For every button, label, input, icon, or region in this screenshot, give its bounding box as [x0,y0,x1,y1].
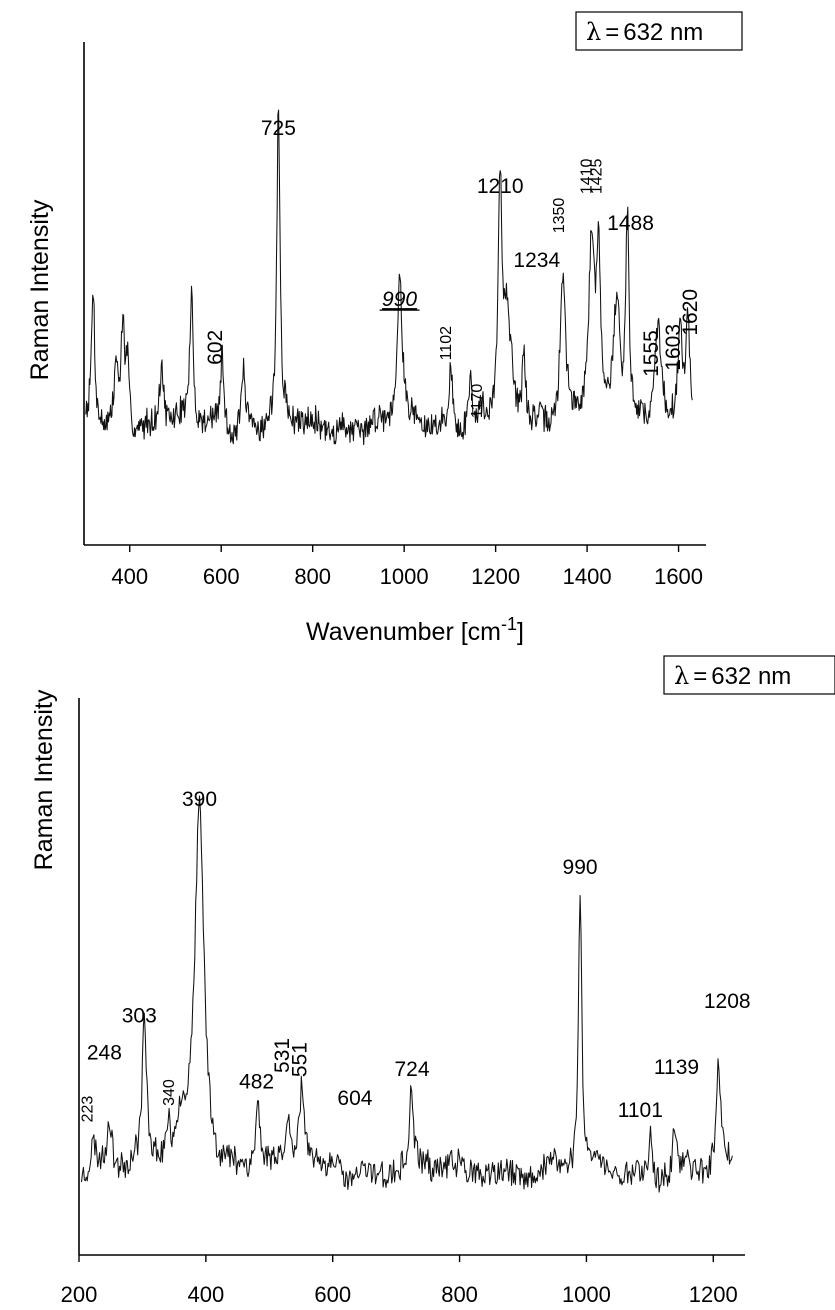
x-tick-label: 800 [294,564,331,589]
y-axis-label: Raman Intensity [30,689,58,870]
x-axis-label-bracket: ] [517,618,524,646]
peak-label: 390 [182,788,217,811]
peak-label: 602 [204,330,227,365]
wavelength-box [575,11,743,51]
peak-label: 1210 [477,175,524,198]
x-tick-label: 600 [203,564,240,589]
spectrum-line-2 [80,795,733,1193]
peak-label: 303 [122,1004,157,1027]
x-axis-label-superscript: -1 [501,614,517,634]
peak-label: 1425 [589,158,606,194]
y-axis-label: Raman Intensity [26,199,54,380]
peak-label: 248 [87,1042,122,1065]
peak-label: 531 [271,1038,294,1073]
peak-label: 1350 [551,198,568,234]
x-tick-label: 1000 [562,1282,611,1307]
peak-label: 724 [394,1058,429,1081]
x-tick-label: 1000 [380,564,429,589]
peak-label: 1101 [618,1099,663,1122]
peak-label: 1620 [679,289,702,336]
peak-label: 1170 [469,384,486,419]
peak-label: 551 [289,1042,312,1077]
peak-label: 1139 [654,1056,699,1079]
x-tick-label: 1400 [563,564,612,589]
wavelength-label: λ = 632 nm [586,18,703,46]
lambda-symbol: λ [674,662,689,690]
peak-label: 1410 [579,158,596,194]
peak-label: 340 [161,1079,178,1106]
chart-panel-1: 400 600 800 1000 1200 1400 1600 Raman Intensity… [26,11,743,646]
x-axis-label-main: Wavenumber [cm [306,618,501,646]
wavelength-value: 632 nm [711,663,791,690]
spectrum-line-1 [85,109,693,446]
x-tick-label: 400 [111,564,148,589]
equals-sign: = [605,19,619,46]
peak-label: 725 [261,117,296,140]
peak-label: 990 [382,288,417,311]
equals-sign: = [693,663,707,690]
x-tick-label: 600 [314,1282,351,1307]
peak-label: 1555 [640,330,663,377]
lambda-symbol: λ [586,18,601,46]
peak-label: 1603 [662,324,685,371]
peak-label: 223 [79,1096,96,1123]
wavelength-label: λ = 632 nm [674,662,791,690]
wavelength-box [663,655,835,695]
x-tick-label: 800 [441,1282,478,1307]
peak-label: 1234 [513,249,560,272]
peak-label: 1102 [438,326,455,361]
peak-label: 1208 [704,990,751,1013]
peak-label: 990 [563,856,598,879]
x-axis-label: Wavenumber [cm-1] [306,614,524,646]
peak-label: 604 [337,1087,372,1110]
x-tick-label: 1200 [689,1282,738,1307]
chart-panel-2: 200 400 600 800 1000 1200 Raman Intensity λ = 632… [30,655,835,1307]
peak-label: 482 [239,1070,274,1093]
wavelength-value: 632 nm [623,19,703,46]
x-tick-label: 1200 [471,564,520,589]
x-tick-label: 200 [61,1282,98,1307]
x-tick-label: 400 [187,1282,224,1307]
x-tick-label: 1600 [654,564,703,589]
peak-label: 1488 [607,212,654,235]
